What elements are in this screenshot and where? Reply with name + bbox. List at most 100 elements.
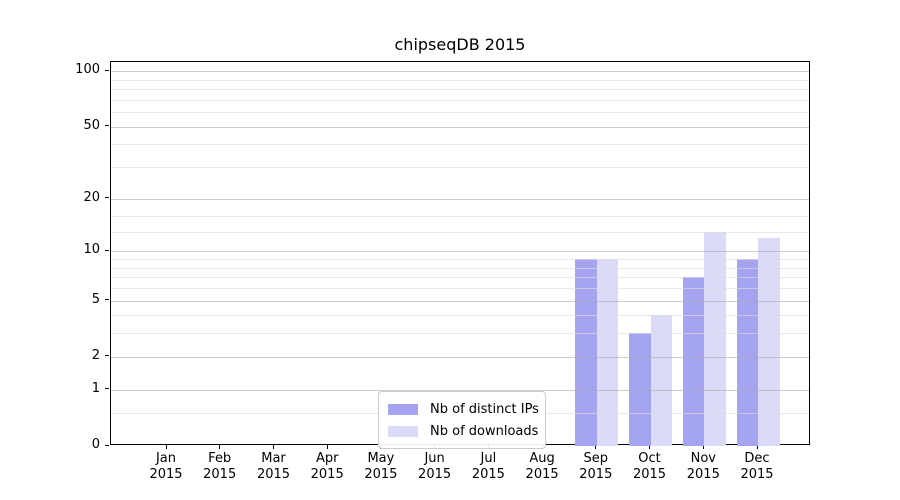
x-tick-year: 2015 (310, 467, 344, 482)
x-tick-month: Apr (315, 451, 339, 466)
major-gridline (111, 71, 809, 73)
minor-gridline (111, 167, 809, 169)
x-tick-mark (273, 445, 274, 449)
y-tick-mark (105, 69, 109, 71)
x-tick-label: Jan 2015 (136, 451, 196, 483)
bar-nb-of-distinct-ips-sep (575, 259, 597, 446)
x-tick-month: May (367, 451, 395, 466)
y-tick-mark (105, 125, 109, 127)
downloads-swatch (388, 425, 418, 437)
y-tick-label: 1 (91, 380, 100, 396)
x-tick-mark (595, 445, 597, 449)
y-tick-label: 2 (91, 347, 100, 363)
x-tick-label: Aug 2015 (512, 451, 572, 483)
minor-gridline (111, 315, 809, 317)
minor-gridline (111, 89, 809, 90)
x-tick-label: Feb 2015 (190, 451, 250, 483)
x-tick-month: Jul (480, 451, 497, 466)
x-tick-month: Jan (155, 451, 177, 466)
major-gridline (111, 356, 809, 358)
minor-gridline (111, 144, 809, 146)
x-tick-month: Aug (529, 451, 555, 466)
major-gridline (111, 126, 809, 128)
x-tick-month: Oct (638, 451, 661, 466)
y-tick-label: 50 (83, 117, 100, 133)
bar-nb-of-distinct-ips-nov (682, 277, 705, 446)
y-tick-label: 20 (83, 189, 100, 205)
y-tick-mark (105, 388, 109, 390)
x-tick-month: Mar (261, 451, 286, 466)
legend-label-downloads: Nb of downloads (430, 423, 539, 439)
minor-gridline (111, 267, 809, 269)
x-tick-mark (702, 445, 704, 449)
minor-gridline (111, 112, 809, 114)
bar-nb-of-downloads-dec (758, 237, 780, 446)
x-tick-label: Sep 2015 (566, 451, 626, 483)
y-tick-mark (105, 299, 109, 300)
major-gridline (111, 251, 809, 253)
bars-layer (111, 62, 809, 446)
y-tick-mark (105, 355, 109, 357)
y-tick-mark (105, 444, 109, 446)
y-tick-label: 10 (83, 242, 100, 258)
x-tick-label: Apr 2015 (297, 451, 357, 483)
legend-entry-distinct-ips: Nb of distinct IPs (388, 398, 539, 420)
x-tick-mark (756, 445, 758, 449)
x-tick-month: Feb (208, 451, 232, 466)
legend-label-distinct-ips: Nb of distinct IPs (430, 401, 539, 417)
x-tick-mark (165, 445, 167, 449)
bar-nb-of-distinct-ips-oct (629, 333, 651, 446)
minor-gridline (111, 259, 809, 260)
y-tick-label: 0 (91, 437, 100, 452)
x-tick-year: 2015 (203, 467, 237, 482)
x-tick-year: 2015 (418, 467, 452, 482)
x-tick-month: Nov (690, 451, 716, 466)
bar-nb-of-downloads-nov (704, 231, 726, 446)
x-tick-year: 2015 (525, 467, 559, 482)
x-tick-label: Mar 2015 (244, 451, 304, 483)
x-tick-month: Sep (583, 451, 609, 466)
bar-nb-of-downloads-sep (596, 259, 619, 446)
minor-gridline (111, 79, 809, 81)
minor-gridline (111, 277, 809, 279)
x-tick-label: Jun 2015 (405, 451, 465, 483)
x-tick-year: 2015 (256, 467, 291, 482)
x-tick-month: Dec (744, 451, 770, 466)
x-tick-year: 2015 (632, 467, 667, 482)
plot-area: Nb of distinct IPs Nb of downloads (110, 61, 810, 449)
x-tick-year: 2015 (579, 467, 613, 482)
grid-layer (111, 62, 809, 444)
x-tick-mark (326, 445, 328, 449)
minor-gridline (111, 99, 809, 101)
x-tick-label: Nov 2015 (673, 451, 733, 483)
x-tick-month: Jun (424, 451, 445, 466)
x-tick-year: 2015 (364, 467, 398, 482)
minor-gridline (111, 333, 809, 335)
minor-gridline (111, 231, 809, 233)
distinct-ips-swatch (388, 403, 418, 415)
x-tick-label: May 2015 (351, 451, 411, 483)
x-tick-year: 2015 (149, 467, 183, 482)
y-tick-label: 5 (91, 291, 100, 307)
y-tick-label: 100 (75, 62, 100, 78)
x-tick-mark (649, 445, 650, 449)
y-tick-mark (105, 249, 109, 251)
major-gridline (111, 198, 809, 200)
minor-gridline (111, 287, 809, 289)
x-tick-label: Dec 2015 (727, 451, 787, 483)
x-tick-mark (219, 445, 221, 449)
x-tick-label: Jul 2015 (458, 451, 518, 483)
x-tick-year: 2015 (471, 467, 505, 482)
chart-title: chipseqDB 2015 (394, 35, 526, 54)
y-tick-mark (105, 197, 109, 199)
bar-nb-of-distinct-ips-dec (736, 259, 758, 446)
legend-entry-downloads: Nb of downloads (388, 420, 539, 442)
major-gridline (111, 300, 809, 302)
legend: Nb of distinct IPs Nb of downloads (378, 391, 546, 449)
bar-nb-of-downloads-oct (650, 315, 672, 446)
x-tick-year: 2015 (686, 467, 720, 482)
minor-gridline (111, 215, 809, 217)
x-tick-label: Oct 2015 (620, 451, 680, 483)
x-tick-year: 2015 (740, 467, 774, 482)
